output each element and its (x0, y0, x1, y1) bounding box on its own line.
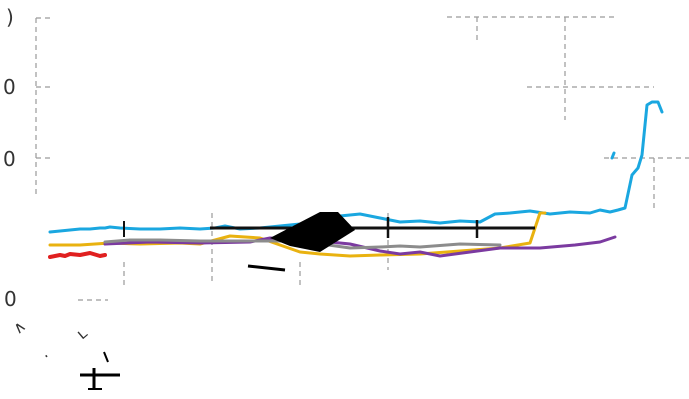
series-line (610, 151, 616, 160)
y-tick-label: 0 (3, 147, 16, 171)
series-line (48, 211, 547, 258)
label-fragments: ∧ · ʟ (8, 316, 90, 365)
black-stroke (103, 351, 109, 363)
y-tick-label: 0 (3, 75, 16, 99)
label-fragment: ∧ (8, 316, 29, 338)
series-layer (48, 100, 664, 259)
black-shape (270, 212, 355, 252)
series-line (103, 238, 502, 250)
grid-lines (35, 16, 689, 301)
y-tick-label: ) (6, 5, 14, 29)
y-tick-labels: ) 0 0 0 (3, 5, 17, 311)
black-stroke (247, 264, 286, 272)
series-line (48, 251, 107, 259)
series-line (48, 100, 664, 234)
label-fragment: · (38, 347, 54, 365)
y-tick-label: 0 (4, 287, 17, 311)
label-fragment: ʟ (72, 323, 90, 343)
overlay-artifacts (80, 212, 535, 390)
